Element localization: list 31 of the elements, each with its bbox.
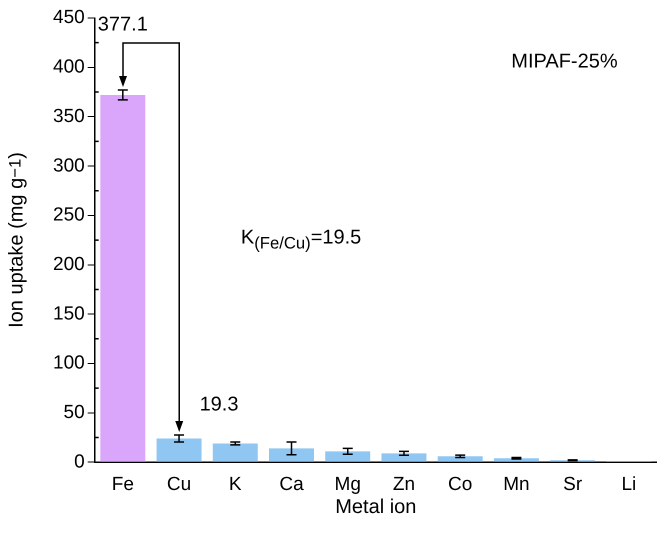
annotation: 19.3: [200, 394, 238, 417]
bar: [381, 453, 426, 462]
y-tick-label: 50: [64, 402, 85, 424]
y-tick-label: 200: [53, 254, 85, 276]
x-tick-label: Co: [448, 474, 472, 495]
bar: [100, 94, 146, 462]
y-tick-label: 250: [53, 204, 85, 226]
y-tick-label: 150: [53, 303, 85, 324]
bar: [325, 451, 370, 462]
x-tick-label: Ca: [279, 474, 304, 495]
bar: [212, 443, 258, 462]
x-tick-label: K: [228, 474, 242, 495]
x-tick-label: Sr: [563, 474, 583, 495]
y-tick-label: 450: [53, 7, 85, 28]
bar: [269, 448, 314, 462]
y-tick-label: 300: [53, 155, 85, 176]
bar: [156, 438, 202, 462]
y-tick-label: 350: [53, 106, 85, 127]
annotation: 377.1: [98, 13, 148, 36]
annotation: MIPAF-25%: [511, 50, 618, 74]
x-tick-label: Cu: [166, 474, 192, 495]
y-tick-label: 0: [74, 451, 85, 472]
y-tick-label: 100: [53, 352, 85, 374]
x-tick-label: Fe: [112, 474, 134, 495]
x-tick-label: Mn: [503, 474, 530, 495]
x-tick-label: Li: [621, 474, 636, 495]
y-tick-label: 400: [53, 56, 85, 78]
x-tick-label: Zn: [392, 474, 416, 495]
annotation: K$_{(Fe/Cu)}$=19.5: [240, 226, 362, 254]
x-axis-title: Metal ion: [334, 496, 418, 520]
x-tick-label: Mg: [334, 474, 361, 495]
